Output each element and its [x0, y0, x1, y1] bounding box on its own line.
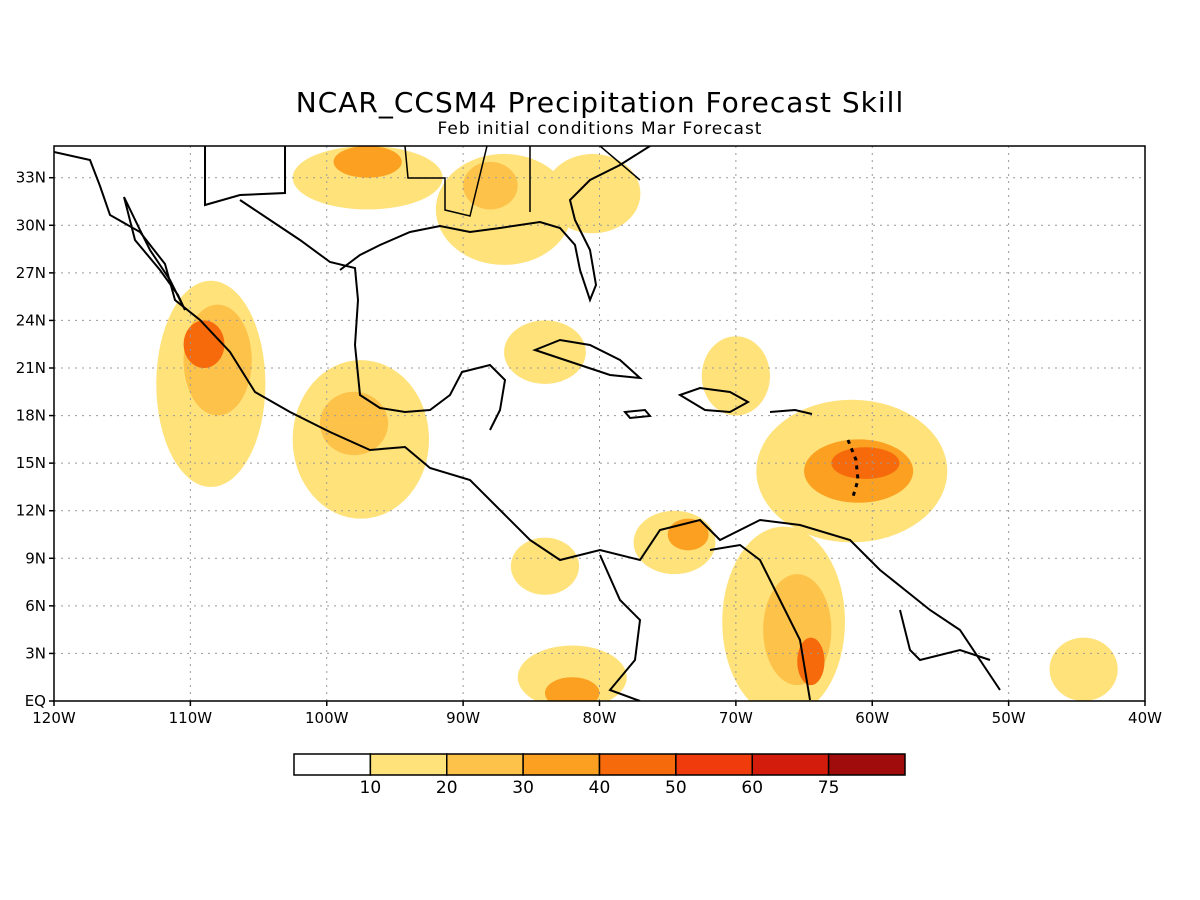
lat-tick-label: 30N	[16, 216, 46, 234]
lat-tick-label: 3N	[25, 644, 46, 662]
skill-region	[831, 447, 900, 479]
skill-region	[701, 336, 770, 416]
colorbar-label: 50	[665, 778, 687, 798]
colorbar-swatch	[751, 753, 830, 776]
lat-tick-label: 9N	[25, 549, 46, 567]
colorbar-swatch	[369, 753, 448, 776]
longitude-tick-labels: 120W 110W 100W 90W 80W 70W 60W 50W 40W	[32, 701, 1162, 727]
colorbar-swatch	[827, 753, 906, 776]
grid-lines	[54, 146, 1145, 701]
colorbar-label: 10	[360, 778, 382, 798]
lat-tick-label: 24N	[16, 311, 46, 329]
skill-region	[1049, 637, 1118, 701]
lat-tick-label: 33N	[16, 169, 46, 187]
lon-tick-label: 90W	[446, 709, 480, 727]
lon-tick-label: 80W	[583, 709, 617, 727]
lat-tick-label: 18N	[16, 407, 46, 425]
skill-shading-layer	[156, 146, 1118, 701]
skill-region	[544, 153, 641, 234]
colorbar-label: 40	[589, 778, 611, 798]
lon-tick-label: 40W	[1128, 709, 1162, 727]
lon-tick-label: 60W	[855, 709, 889, 727]
colorbar-label: 30	[512, 778, 534, 798]
colorbar-swatch	[598, 753, 677, 776]
skill-region	[517, 645, 627, 701]
colorbar-label: 20	[436, 778, 458, 798]
skill-region	[504, 320, 586, 384]
latitude-tick-labels: 33N 30N 27N 24N 21N 18N 15N 12N 9N 6N 3N EQ	[16, 169, 54, 710]
lon-tick-label: 110W	[169, 709, 213, 727]
skill-region	[463, 161, 518, 210]
lat-tick-label: 27N	[16, 264, 46, 282]
colorbar-swatch	[293, 753, 372, 776]
map-subtitle: Feb initial conditions Mar Forecast	[437, 119, 763, 139]
lat-tick-label: 21N	[16, 359, 46, 377]
skill-region	[183, 320, 225, 369]
coastlines-and-borders	[54, 146, 1001, 701]
lat-tick-label: 6N	[25, 597, 46, 615]
skill-region	[544, 677, 600, 701]
colorbar-swatch	[446, 753, 524, 776]
colorbar-label: 75	[818, 778, 840, 798]
skill-region	[797, 637, 825, 686]
lat-tick-label: EQ	[25, 692, 46, 710]
skill-region	[319, 391, 389, 456]
lon-tick-label: 100W	[305, 709, 349, 727]
lon-tick-label: 70W	[719, 709, 753, 727]
lat-tick-label: 12N	[16, 502, 46, 520]
skill-region	[333, 146, 402, 178]
lat-tick-label: 15N	[16, 454, 46, 472]
skill-region	[292, 146, 443, 210]
colorbar-swatch	[522, 753, 601, 776]
map-title: NCAR_CCSM4 Precipitation Forecast Skill	[295, 86, 905, 119]
lon-tick-label: 120W	[32, 709, 76, 727]
lon-tick-label: 50W	[992, 709, 1026, 727]
skill-region	[667, 518, 709, 551]
colorbar-swatch	[675, 753, 753, 776]
colorbar-label: 60	[741, 778, 763, 798]
colorbar: 10 20 30 40 50 60 75	[293, 753, 906, 798]
skill-region	[510, 537, 580, 595]
